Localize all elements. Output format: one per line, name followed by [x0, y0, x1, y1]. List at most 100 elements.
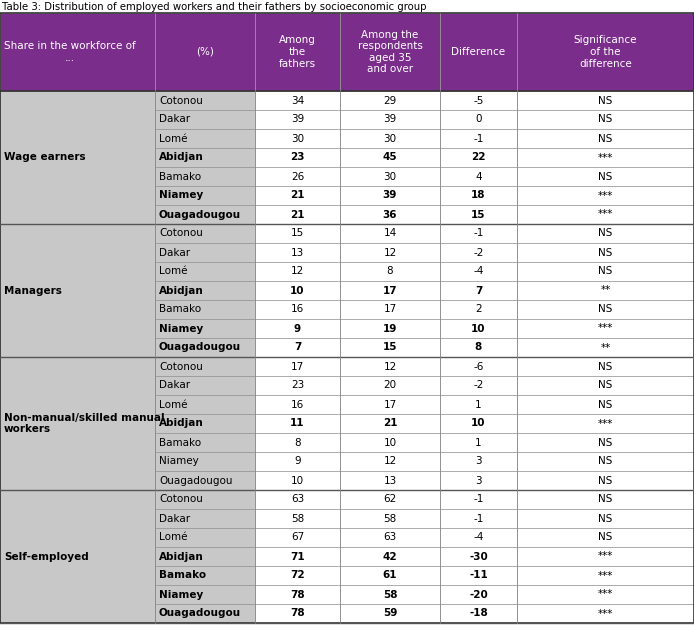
Text: 10: 10 — [384, 437, 396, 447]
Bar — [155, 376, 255, 395]
Bar — [255, 186, 340, 205]
Text: 3: 3 — [475, 456, 482, 466]
Bar — [340, 167, 440, 186]
Bar — [340, 186, 440, 205]
Text: 8: 8 — [294, 437, 301, 447]
Bar — [440, 528, 517, 547]
Text: Cotonou: Cotonou — [159, 494, 203, 504]
Bar — [255, 338, 340, 357]
Bar — [0, 91, 155, 224]
Text: 30: 30 — [291, 133, 304, 143]
Text: Dakar: Dakar — [159, 513, 190, 523]
Bar — [155, 243, 255, 262]
Text: ***: *** — [598, 324, 613, 334]
Text: **: ** — [600, 343, 611, 353]
Bar — [440, 167, 517, 186]
Bar — [155, 205, 255, 224]
Text: Bamako: Bamako — [159, 171, 201, 181]
Text: Abidjan: Abidjan — [159, 152, 204, 162]
Text: NS: NS — [598, 513, 613, 523]
Text: NS: NS — [598, 494, 613, 504]
Text: Abidjan: Abidjan — [159, 418, 204, 428]
Text: Lomé: Lomé — [159, 133, 187, 143]
Text: 14: 14 — [383, 229, 397, 238]
Text: Wage earners: Wage earners — [4, 152, 85, 162]
Text: 67: 67 — [291, 533, 304, 542]
Bar — [440, 471, 517, 490]
Text: 0: 0 — [475, 114, 482, 125]
Text: NS: NS — [598, 437, 613, 447]
Bar — [255, 300, 340, 319]
Text: 2: 2 — [475, 305, 482, 315]
Bar — [440, 186, 517, 205]
Text: Bamako: Bamako — [159, 571, 206, 581]
Text: 12: 12 — [383, 248, 397, 257]
Text: 61: 61 — [383, 571, 397, 581]
Text: 39: 39 — [383, 114, 397, 125]
Bar — [255, 91, 340, 110]
Text: 21: 21 — [290, 190, 305, 200]
Text: -5: -5 — [473, 95, 484, 106]
Text: Ouagadougou: Ouagadougou — [159, 209, 241, 219]
Text: 23: 23 — [290, 152, 305, 162]
Bar — [517, 414, 694, 433]
Bar — [340, 395, 440, 414]
Text: 9: 9 — [294, 324, 301, 334]
Text: 58: 58 — [383, 590, 397, 600]
Bar — [517, 338, 694, 357]
Bar — [255, 528, 340, 547]
Bar — [440, 319, 517, 338]
Bar — [517, 585, 694, 604]
Bar — [255, 452, 340, 471]
Bar — [155, 129, 255, 148]
Bar — [340, 357, 440, 376]
Text: NS: NS — [598, 267, 613, 277]
Text: Cotonou: Cotonou — [159, 362, 203, 372]
Text: Niamey: Niamey — [159, 324, 203, 334]
Bar — [340, 376, 440, 395]
Bar — [440, 110, 517, 129]
Bar — [517, 148, 694, 167]
Text: -1: -1 — [473, 513, 484, 523]
Bar — [517, 13, 694, 91]
Bar — [440, 604, 517, 623]
Bar — [255, 490, 340, 509]
Bar — [517, 509, 694, 528]
Text: Among
the
fathers: Among the fathers — [279, 35, 316, 69]
Text: 13: 13 — [383, 475, 397, 485]
Bar — [255, 262, 340, 281]
Bar — [517, 262, 694, 281]
Text: ***: *** — [598, 609, 613, 619]
Bar — [255, 395, 340, 414]
Text: Niamey: Niamey — [159, 456, 198, 466]
Bar — [440, 547, 517, 566]
Text: NS: NS — [598, 95, 613, 106]
Text: NS: NS — [598, 380, 613, 391]
Text: Ouagadougou: Ouagadougou — [159, 609, 241, 619]
Text: Dakar: Dakar — [159, 248, 190, 257]
Text: -30: -30 — [469, 552, 488, 561]
Bar — [255, 357, 340, 376]
Bar — [155, 585, 255, 604]
Text: 71: 71 — [290, 552, 305, 561]
Text: Non-manual/skilled manual
workers: Non-manual/skilled manual workers — [4, 413, 164, 434]
Bar — [517, 281, 694, 300]
Bar — [440, 509, 517, 528]
Bar — [340, 414, 440, 433]
Bar — [155, 566, 255, 585]
Bar — [255, 319, 340, 338]
Text: 26: 26 — [291, 171, 304, 181]
Text: Among the
respondents
aged 35
and over: Among the respondents aged 35 and over — [357, 30, 423, 75]
Text: 21: 21 — [383, 418, 397, 428]
Text: ***: *** — [598, 190, 613, 200]
Bar — [255, 243, 340, 262]
Bar — [440, 414, 517, 433]
Text: 10: 10 — [471, 324, 486, 334]
Bar — [517, 110, 694, 129]
Bar — [340, 604, 440, 623]
Bar — [340, 13, 440, 91]
Bar — [155, 167, 255, 186]
Bar — [440, 13, 517, 91]
Bar — [517, 243, 694, 262]
Text: -4: -4 — [473, 267, 484, 277]
